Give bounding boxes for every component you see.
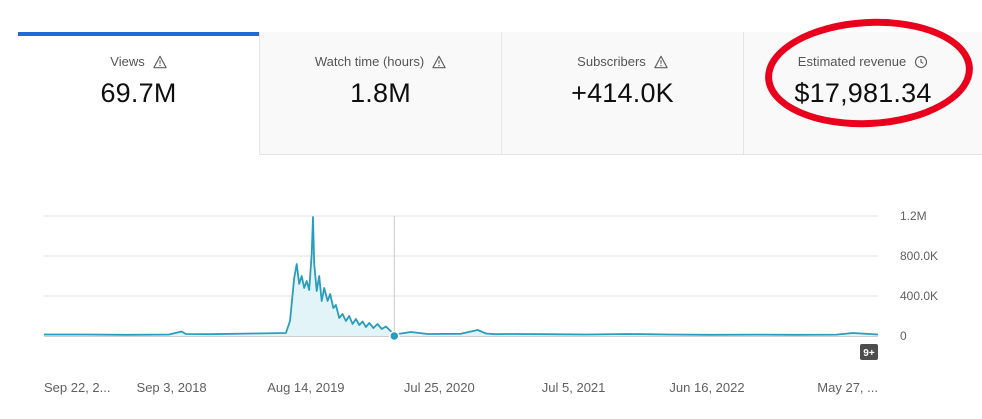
clock-icon [915, 55, 928, 68]
warning-icon [153, 55, 167, 68]
tab-watch-time-value: 1.8M [350, 78, 411, 108]
views-area [44, 217, 878, 336]
tab-revenue-label-row: Estimated revenue [798, 54, 928, 69]
warning-icon [432, 55, 446, 68]
x-tick-label: Jul 5, 2021 [542, 380, 606, 395]
x-tick-label: Sep 3, 2018 [137, 380, 207, 395]
tab-watch-time[interactable]: Watch time (hours) 1.8M [260, 32, 502, 155]
tab-subscribers-label: Subscribers [577, 54, 646, 69]
tab-watch-time-label-row: Watch time (hours) [315, 54, 446, 69]
x-tick-label: Jun 16, 2022 [669, 380, 744, 395]
y-tick-label: 0 [900, 329, 907, 343]
hover-point [389, 330, 400, 342]
tab-watch-time-label: Watch time (hours) [314, 54, 425, 69]
x-tick-label: May 27, ... [817, 380, 878, 395]
tab-views-label-row: Views [110, 54, 167, 69]
notes-badge-bg [860, 344, 878, 360]
tab-subscribers-label-row: Subscribers [577, 54, 668, 69]
tab-subscribers-value: +414.0K [571, 78, 674, 108]
tab-revenue-label: Estimated revenue [797, 54, 907, 69]
tab-views-value: 69.7M [100, 78, 177, 108]
y-tick-label: 1.2M [900, 209, 927, 223]
x-tick-label: Aug 14, 2019 [267, 380, 344, 395]
metric-tabs: Views 69.7M Watch time (hours) 1.8M Subs… [18, 32, 982, 155]
tab-revenue-value: $17,981.34 [794, 78, 932, 108]
views-line [44, 216, 879, 336]
tab-views[interactable]: Views 69.7M [18, 32, 260, 155]
y-tick-label: 400.0K [900, 289, 938, 303]
notes-badge[interactable]: 9+ [860, 344, 878, 360]
x-tick-label: Sep 22, 2... [44, 380, 111, 395]
y-tick-label: 800.0K [900, 249, 938, 263]
tab-subscribers[interactable]: Subscribers +414.0K [502, 32, 744, 155]
tab-views-label: Views [110, 54, 145, 69]
notes-badge-label: 9+ [863, 348, 875, 359]
tab-estimated-revenue[interactable]: Estimated revenue $17,981.34 [744, 32, 982, 155]
warning-icon [654, 55, 668, 68]
x-tick-label: Jul 25, 2020 [404, 380, 475, 395]
